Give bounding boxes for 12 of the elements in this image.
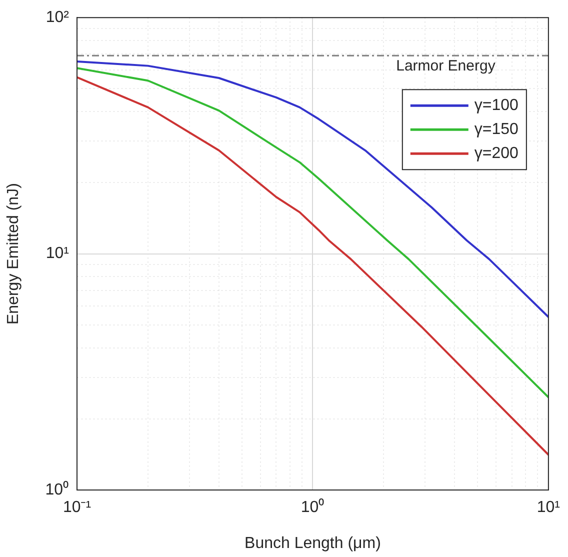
x-tick-label: 10⁻¹ [62, 499, 92, 516]
x-tick-label: 10⁰ [300, 498, 325, 516]
x-tick-label: 10¹ [536, 499, 560, 516]
y-axis-title: Energy Emitted (nJ) [5, 183, 22, 324]
ref-line-label: Larmor Energy [396, 57, 496, 74]
y-tick-label: 10⁰ [45, 480, 69, 498]
y-tick-label: 10² [46, 9, 70, 26]
y-tick-label: 10¹ [46, 245, 69, 262]
x-axis-title: Bunch Length (μm) [244, 534, 381, 552]
legend-label: γ=150 [474, 121, 519, 138]
legend-label: γ=100 [474, 97, 519, 114]
legend-label: γ=200 [474, 145, 519, 162]
